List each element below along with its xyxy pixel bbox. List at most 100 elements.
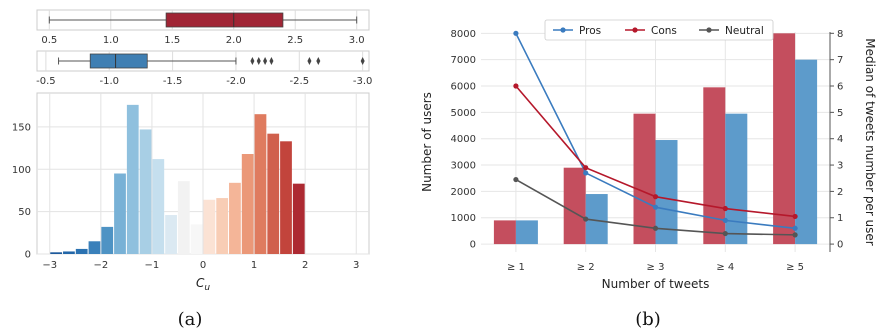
x-tick-label: −1 <box>145 260 160 271</box>
histogram-bar <box>190 224 203 254</box>
histogram-bar <box>280 141 292 254</box>
bar <box>703 87 726 245</box>
bar <box>515 220 538 245</box>
histogram-bar <box>152 159 165 254</box>
y-tick-label-left: 2000 <box>451 187 476 198</box>
x-tick-label: -1.5 <box>163 76 183 87</box>
histogram-bar <box>50 252 63 254</box>
line-point <box>583 216 589 222</box>
legend: Pros Cons Neutral <box>544 19 774 41</box>
histogram-bar <box>177 181 190 254</box>
caption-a: (a) <box>178 309 203 330</box>
y-tick-label-right: 8 <box>837 29 843 40</box>
legend-frame <box>544 19 774 41</box>
y-tick-label: 0 <box>25 250 31 261</box>
histogram-bar <box>88 241 101 254</box>
histogram-cu: −3 −2 −1 0 1 2 3 0 50 100 150 Cu <box>12 92 370 293</box>
y-tick-label-left: 7000 <box>451 55 476 66</box>
x-tick-label: -0.5 <box>36 76 56 87</box>
y-tick-label-left: 8000 <box>451 29 476 40</box>
y-tick-label-left: 6000 <box>451 82 476 93</box>
line-point <box>722 217 728 223</box>
caption-b: (b) <box>635 309 661 330</box>
x-axis-label: Number of tweets <box>602 277 710 291</box>
histogram-bar <box>101 226 114 254</box>
histogram-bar <box>216 198 229 254</box>
outlier-marker <box>360 57 365 65</box>
line-point <box>792 232 798 238</box>
bar <box>773 33 796 245</box>
x-tick-label: 3 <box>353 260 359 271</box>
line-point <box>513 30 519 36</box>
y-axis-label-right: Median of tweets number per user <box>863 38 876 246</box>
outlier-marker <box>263 57 268 65</box>
outlier-marker <box>307 57 312 65</box>
histogram-bar <box>267 133 280 254</box>
outlier-marker <box>316 57 321 65</box>
line-point <box>583 170 589 176</box>
histogram-bar <box>63 251 75 254</box>
line-point <box>652 225 659 231</box>
y-tick-label-right: 0 <box>837 240 843 251</box>
histogram-bar <box>114 173 126 254</box>
x-tick-label: -3.0 <box>353 76 373 87</box>
y-tick-label-left: 3000 <box>451 161 476 172</box>
x-tick-label: -1.0 <box>99 76 119 87</box>
x-tick-label: 3.0 <box>349 35 365 46</box>
x-tick-label: 2 <box>302 260 308 271</box>
y-tick-label: 50 <box>18 207 31 218</box>
histogram-bar <box>75 248 88 254</box>
outlier-marker <box>269 57 274 65</box>
x-tick-label: ≥ 2 <box>577 262 595 273</box>
line-point <box>583 165 589 171</box>
y-tick-label-right: 6 <box>837 82 843 93</box>
legend-swatch-point <box>706 27 712 33</box>
bar <box>585 194 608 245</box>
x-tick-label: ≥ 3 <box>647 262 665 273</box>
box-iqr <box>89 53 148 69</box>
bar <box>633 113 656 245</box>
line-point <box>722 230 728 237</box>
legend-label: Pros <box>579 25 601 37</box>
line-point <box>652 204 659 210</box>
x-axis-label: Cu <box>196 276 210 293</box>
line-point <box>792 225 798 231</box>
x-tick-label: −2 <box>93 260 108 271</box>
histogram-bar <box>165 215 177 254</box>
line-point <box>652 194 659 200</box>
line-point <box>722 205 728 212</box>
legend-label: Neutral <box>725 25 764 37</box>
bar <box>725 113 748 245</box>
histogram-bar <box>241 154 254 254</box>
y-tick-label-right: 2 <box>837 187 843 198</box>
boxplot-positive: 0.5 1.0 1.5 2.0 2.5 3.0 <box>36 9 370 46</box>
y-tick-label-left: 5000 <box>451 108 476 119</box>
histogram-bar <box>254 114 267 255</box>
histogram-bar <box>292 183 305 254</box>
x-tick-label: 2.5 <box>287 35 303 46</box>
x-tick-label: 1.0 <box>103 35 119 46</box>
y-tick-label: 150 <box>12 122 31 133</box>
line-point <box>513 176 519 183</box>
x-tick-label: 1.5 <box>164 35 180 46</box>
line-point <box>513 83 519 89</box>
histogram-bar <box>203 199 216 254</box>
y-tick-label-right: 4 <box>837 134 843 145</box>
x-tick-label: 0.5 <box>41 35 57 46</box>
y-tick-label-left: 0 <box>470 240 476 251</box>
x-tick-label: 1 <box>251 260 257 271</box>
x-tick-label: ≥ 1 <box>507 262 525 273</box>
bar <box>655 140 678 245</box>
bar <box>563 167 586 245</box>
legend-swatch-point <box>560 27 566 33</box>
x-tick-label: 0 <box>200 260 206 271</box>
bar-line-chart: 0 1000 2000 3000 4000 5000 6000 7000 8000 ≥ 1 ≥ 2 ≥… <box>420 19 876 291</box>
boxplot-negative: -0.5 -1.0 -1.5 -2.0 -2.5 -3.0 <box>36 50 373 87</box>
x-axis-label-subscript: u <box>204 283 210 293</box>
histogram-bar <box>126 104 139 254</box>
box-iqr <box>165 12 284 28</box>
line-point <box>792 213 798 220</box>
y-axis-label-left: Number of users <box>420 92 434 192</box>
y-tick-label-right: 1 <box>837 213 843 224</box>
